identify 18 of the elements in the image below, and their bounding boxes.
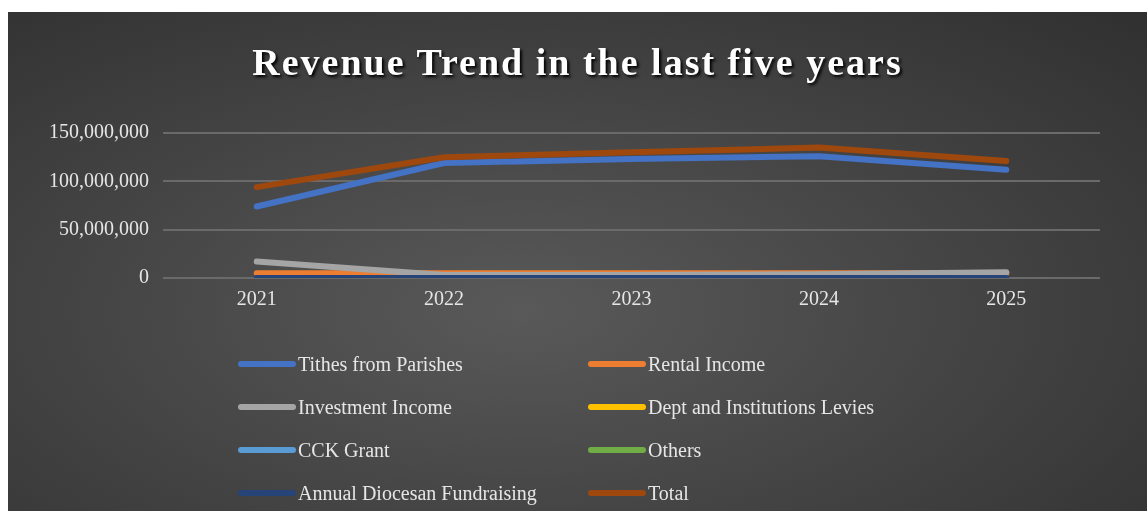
y-tick-label: 100,000,000	[49, 168, 149, 191]
legend-label: Dept and Institutions Levies	[648, 395, 875, 419]
legend-label: Tithes from Parishes	[298, 352, 463, 376]
x-tick-label: 2022	[424, 287, 465, 310]
legend-label: CCK Grant	[298, 438, 390, 462]
x-tick-label: 2021	[236, 287, 277, 310]
y-tick-label: 150,000,000	[49, 120, 149, 143]
legend-label: Investment Income	[298, 395, 452, 419]
x-tick-label: 2023	[611, 287, 652, 310]
legend-label: Total	[648, 481, 689, 505]
x-tick-label: 2025	[986, 287, 1027, 310]
legend-label: Rental Income	[648, 352, 766, 376]
y-tick-label: 0	[139, 265, 149, 288]
legend-label: Others	[648, 438, 702, 462]
chart-title: Revenue Trend in the last five years	[251, 40, 904, 84]
legend-label: Annual Diocesan Fundraising	[298, 481, 537, 505]
y-tick-label: 50,000,000	[59, 216, 149, 239]
x-tick-label: 2024	[798, 287, 839, 310]
